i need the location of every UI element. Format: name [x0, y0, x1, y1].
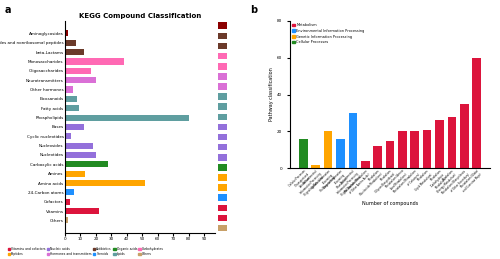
- Bar: [472, 57, 481, 168]
- Bar: [218, 154, 226, 161]
- Bar: [218, 53, 226, 59]
- Bar: [218, 174, 226, 181]
- Bar: [218, 144, 226, 150]
- Y-axis label: Pathway classification: Pathway classification: [270, 68, 274, 121]
- Bar: [218, 103, 226, 110]
- Bar: [374, 146, 382, 168]
- Text: b: b: [250, 5, 257, 15]
- Bar: [65, 180, 146, 186]
- Bar: [218, 124, 226, 130]
- Bar: [65, 189, 74, 195]
- Bar: [218, 113, 226, 120]
- Bar: [218, 83, 226, 90]
- Bar: [312, 165, 320, 168]
- Bar: [65, 105, 79, 111]
- Legend: Metabolism, Environmental Information Processing, Genetic Information Processing: Metabolism, Environmental Information Pr…: [292, 23, 365, 45]
- Bar: [435, 120, 444, 168]
- Bar: [218, 225, 226, 231]
- Bar: [218, 134, 226, 140]
- Bar: [218, 73, 226, 80]
- Bar: [423, 130, 432, 168]
- Bar: [460, 104, 468, 168]
- Bar: [65, 30, 68, 37]
- Bar: [361, 161, 370, 168]
- Bar: [398, 132, 406, 168]
- Bar: [299, 139, 308, 168]
- Bar: [218, 93, 226, 100]
- Bar: [218, 205, 226, 211]
- Bar: [65, 142, 93, 149]
- Bar: [65, 40, 76, 46]
- Bar: [65, 77, 96, 83]
- Legend: Vitamins and cofactors, Peptides, Nucleic acids, Hormones and transmitters, Anti: Vitamins and cofactors, Peptides, Nuclei…: [6, 246, 165, 257]
- Bar: [65, 133, 71, 139]
- Bar: [65, 217, 68, 224]
- Bar: [65, 199, 70, 205]
- Bar: [65, 96, 78, 102]
- Bar: [218, 195, 226, 201]
- Bar: [65, 114, 188, 121]
- Bar: [410, 132, 419, 168]
- Bar: [218, 184, 226, 191]
- X-axis label: Number of compounds: Number of compounds: [362, 202, 418, 206]
- Bar: [218, 63, 226, 69]
- Bar: [218, 164, 226, 171]
- Bar: [218, 215, 226, 221]
- Bar: [218, 43, 226, 49]
- Bar: [65, 152, 96, 158]
- Text: a: a: [5, 5, 12, 15]
- Bar: [65, 171, 85, 177]
- Bar: [65, 161, 108, 167]
- Bar: [218, 33, 226, 39]
- Bar: [218, 23, 226, 29]
- Bar: [65, 59, 124, 64]
- Title: KEGG Compound Classification: KEGG Compound Classification: [79, 13, 201, 19]
- Bar: [448, 117, 456, 168]
- Bar: [336, 139, 345, 168]
- Bar: [65, 49, 84, 55]
- Bar: [65, 87, 72, 92]
- Bar: [65, 68, 92, 74]
- Bar: [386, 141, 394, 168]
- Bar: [348, 113, 357, 168]
- Bar: [324, 132, 332, 168]
- Bar: [65, 208, 99, 214]
- Bar: [65, 124, 84, 130]
